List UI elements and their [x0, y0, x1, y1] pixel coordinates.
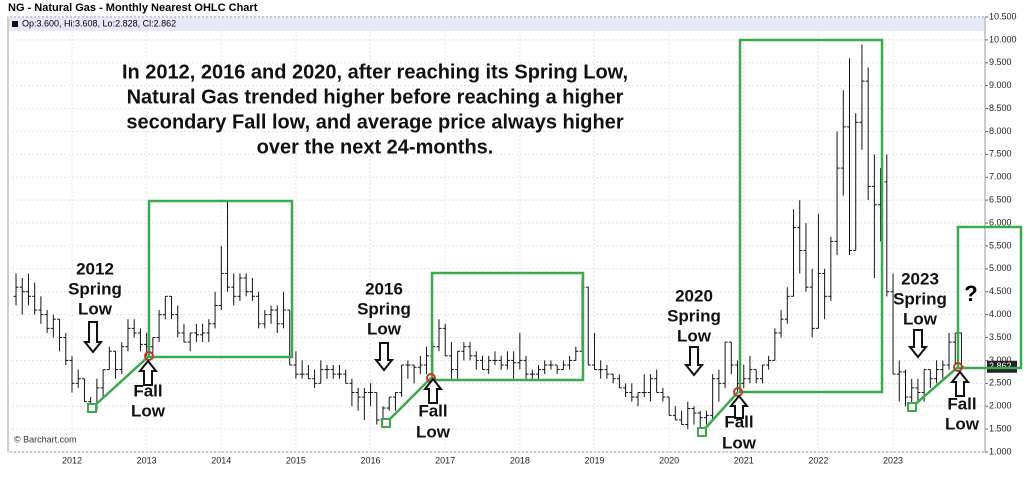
- up-arrow: [728, 394, 750, 419]
- annotation-text: Fall: [133, 381, 162, 400]
- range-box: [956, 225, 1023, 370]
- ohlc-readout: Op:3.600, Hi:3.608, Lo:2.828, Cl:2.862: [22, 18, 176, 28]
- annotation-text: Spring: [68, 279, 122, 298]
- x-tick-label: 2019: [584, 455, 604, 465]
- y-tick-label: 9.500: [989, 57, 1012, 67]
- up-arrow: [949, 370, 971, 397]
- chart-title: NG - Natural Gas - Monthly Nearest OHLC …: [8, 2, 258, 14]
- y-tick-label: 10.500: [989, 11, 1017, 21]
- y-tick-label: 10.000: [989, 34, 1017, 44]
- annotation-text: Fall: [947, 394, 976, 413]
- fall-low-marker: [953, 362, 963, 372]
- annotation-text: Fall: [418, 401, 447, 420]
- y-tick-label: 3.000: [989, 355, 1012, 365]
- x-tick-label: 2014: [211, 455, 231, 465]
- annotation-text: Fall: [724, 412, 753, 431]
- annotation-text: 2020: [675, 286, 713, 305]
- annotations: [87, 38, 1023, 437]
- annotation-text: Low: [903, 309, 938, 328]
- annotation-text: 2023: [901, 269, 939, 288]
- y-tick-label: 9.000: [989, 80, 1012, 90]
- annotation-text: Natural Gas trended higher before reachi…: [127, 86, 624, 108]
- down-arrow: [907, 329, 929, 359]
- spring-low-marker: [697, 427, 707, 437]
- fall-low-marker: [144, 351, 154, 361]
- down-arrow: [683, 346, 705, 377]
- down-arrow: [82, 321, 104, 354]
- y-tick-label: 3.500: [989, 332, 1012, 342]
- range-box: [430, 271, 585, 382]
- annotation-labels: In 2012, 2016 and 2020, after reaching i…: [68, 61, 980, 452]
- y-tick-label: 8.000: [989, 126, 1012, 136]
- x-tick-label: 2015: [286, 455, 306, 465]
- readout-band: [9, 18, 984, 31]
- y-tick-label: 5.500: [989, 240, 1012, 250]
- ohlc-bars: [13, 44, 964, 432]
- trend-line: [91, 355, 150, 409]
- annotation-text: Low: [367, 319, 402, 338]
- spring-low-marker: [87, 403, 97, 413]
- up-arrow: [422, 377, 444, 404]
- y-tick-label: 1.500: [989, 423, 1012, 433]
- annotation-text: secondary Fall low, and average price al…: [126, 111, 623, 133]
- question-mark: ?: [964, 281, 977, 306]
- y-tick-label: 1.000: [989, 446, 1012, 456]
- range-box: [147, 199, 294, 359]
- y-tick-label: 6.000: [989, 217, 1012, 227]
- y-tick-label: 8.500: [989, 103, 1012, 113]
- down-arrow: [373, 342, 395, 372]
- x-tick-label: 2023: [883, 455, 903, 465]
- y-tick-label: 4.000: [989, 309, 1012, 319]
- last-price-box: [987, 360, 1017, 373]
- annotation-text: Low: [945, 414, 980, 433]
- annotation-text: Spring: [893, 289, 947, 308]
- annotation-text: Low: [416, 422, 451, 441]
- x-tick-label: 2018: [510, 455, 530, 465]
- y-tick-label: 5.000: [989, 263, 1012, 273]
- annotation-text: Low: [677, 326, 712, 345]
- y-tick-label: 7.500: [989, 149, 1012, 159]
- x-tick-label: 2013: [137, 455, 157, 465]
- range-box: [738, 38, 884, 394]
- watermark: © Barchart.com: [14, 434, 77, 444]
- spring-low-marker: [381, 418, 391, 428]
- annotation-text: In 2012, 2016 and 2020, after reaching i…: [122, 61, 628, 83]
- up-arrow: [137, 359, 159, 386]
- x-tick-label: 2017: [435, 455, 455, 465]
- annotation-text: Spring: [357, 299, 411, 318]
- spring-low-marker: [907, 402, 917, 412]
- x-tick-label: 2021: [734, 455, 754, 465]
- x-tick-label: 2016: [361, 455, 381, 465]
- trend-line: [911, 366, 959, 408]
- x-tick-label: 2012: [62, 455, 82, 465]
- readout-icon: [12, 21, 18, 27]
- y-tick-label: 4.500: [989, 286, 1012, 296]
- y-tick-label: 2.000: [989, 401, 1012, 411]
- x-tick-label: 2022: [808, 455, 828, 465]
- y-tick-label: 6.500: [989, 195, 1012, 205]
- y-tick-label: 7.000: [989, 172, 1012, 182]
- annotation-text: 2012: [76, 259, 114, 278]
- annotation-text: Spring: [667, 306, 721, 325]
- trend-line: [385, 377, 432, 424]
- annotation-text: 2016: [365, 279, 403, 298]
- annotation-text: over the next 24-months.: [257, 136, 494, 158]
- trend-line: [701, 391, 739, 433]
- annotation-text: Low: [722, 433, 757, 452]
- annotation-text: Low: [78, 299, 113, 318]
- annotation-text: Low: [131, 401, 166, 420]
- y-tick-label: 2.500: [989, 378, 1012, 388]
- x-tick-label: 2020: [659, 455, 679, 465]
- last-price-label: 2.862: [989, 361, 1012, 371]
